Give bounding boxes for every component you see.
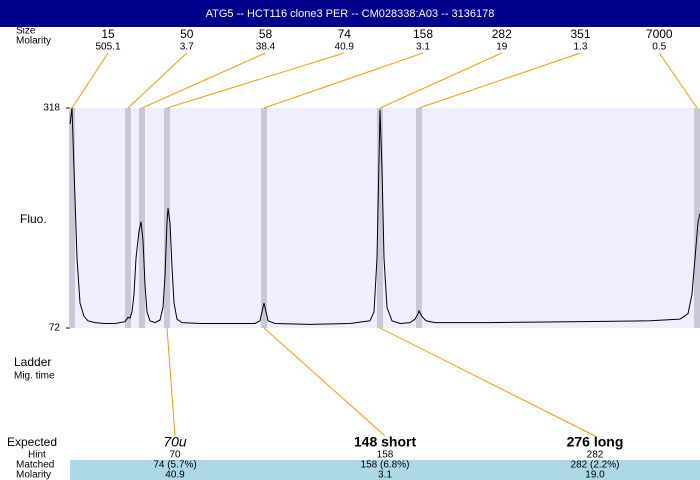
y-tick-label: 72 [49, 323, 61, 334]
ladder-link [71, 52, 109, 109]
plot-area [70, 108, 700, 328]
ladder-size: 15 [101, 27, 115, 41]
ladder-molarity: 3.1 [416, 42, 430, 53]
expected-molarity: 19.0 [585, 470, 605, 480]
ladder-size: 158 [413, 27, 433, 41]
ladder-size: 282 [492, 27, 512, 41]
ladder-size: 50 [180, 27, 194, 41]
ladder-molarity: 19 [496, 42, 508, 53]
ladder-band [261, 108, 267, 328]
ladder-band [125, 108, 131, 328]
ladder-molarity: 1.3 [574, 42, 588, 53]
expected-molarity: 40.9 [165, 470, 185, 480]
matched: 74 (5.7%) [153, 460, 196, 471]
ladder-link [166, 52, 345, 109]
ladder-link [127, 52, 188, 109]
ladder-size: 351 [570, 27, 590, 41]
ladder-size: 74 [338, 27, 352, 41]
expected-link [263, 327, 386, 437]
expected-name: 148 short [354, 434, 417, 450]
ladder-size: 7000 [646, 27, 673, 41]
ladder-band [416, 108, 422, 328]
row-label: Ladder [14, 355, 51, 369]
row-label: Matched [16, 460, 54, 471]
matched: 282 (2.2%) [571, 460, 620, 471]
row-label: Mig. time [14, 371, 55, 382]
ladder-link [141, 52, 266, 109]
ladder-link [263, 52, 424, 109]
ladder-molarity: 505.1 [95, 42, 120, 53]
y-axis-label: Fluo. [20, 212, 47, 226]
ladder-molarity: 38.4 [256, 42, 276, 53]
expected-molarity: 3.1 [378, 470, 392, 480]
ladder-band [377, 108, 383, 328]
y-tick-label: 318 [43, 103, 60, 114]
expected-link [166, 327, 176, 437]
ladder-band [139, 108, 145, 328]
hint: 282 [587, 450, 604, 461]
matched: 158 (6.8%) [361, 460, 410, 471]
ladder-link [418, 52, 581, 109]
ladder-molarity: 40.9 [335, 42, 355, 53]
ladder-molarity: 3.7 [180, 42, 194, 53]
ladder-size: 58 [259, 27, 273, 41]
chart-title: ATG5 -- HCT116 clone3 PER -- CM028338:A0… [206, 8, 495, 20]
row-label: Expected [7, 435, 57, 449]
expected-link [379, 327, 596, 437]
ladder-band [69, 108, 75, 328]
trace [69, 107, 700, 325]
hint: 158 [377, 450, 394, 461]
hint: 70 [169, 450, 181, 461]
expected-name: 276 long [567, 434, 624, 450]
expected-name: 70u [163, 434, 187, 450]
row-label: Molarity [16, 470, 51, 480]
row-label: Size [16, 26, 36, 37]
ladder-link [379, 52, 502, 109]
row-label: Molarity [16, 36, 51, 47]
ladder-molarity: 0.5 [652, 42, 666, 53]
row-label: Hint [28, 450, 46, 461]
matched-band [70, 460, 700, 480]
ladder-link [658, 52, 698, 109]
title-bar [0, 0, 700, 27]
ladder-band [694, 108, 700, 328]
